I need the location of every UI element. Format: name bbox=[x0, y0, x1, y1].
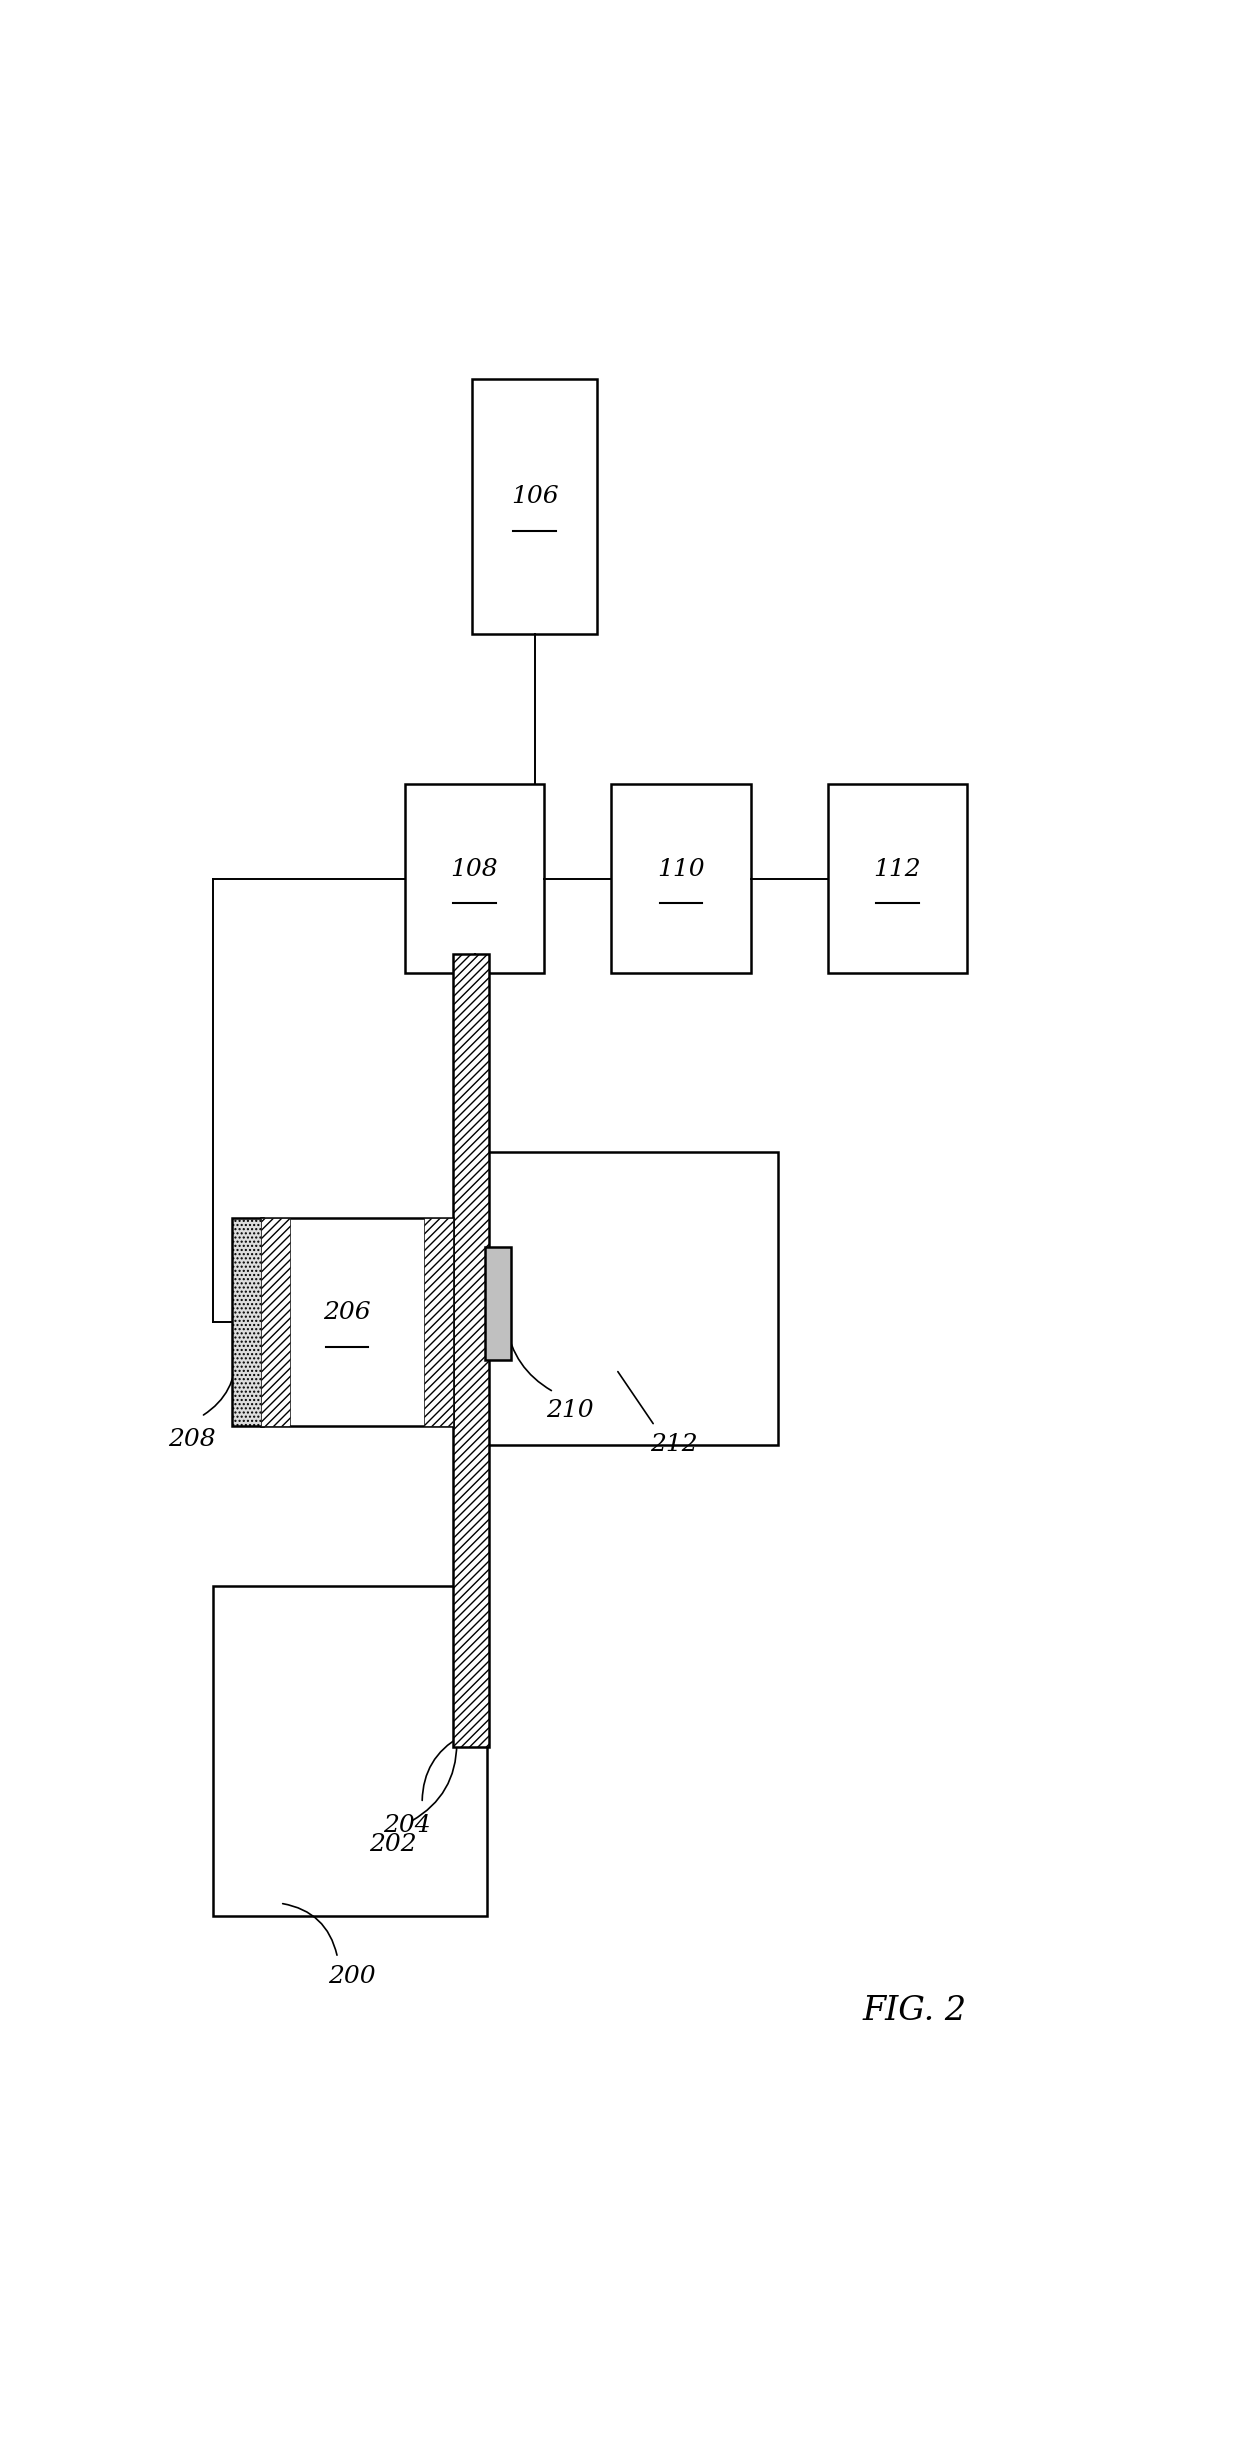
Bar bbox=[260, 1218, 453, 1426]
Bar bbox=[485, 1247, 511, 1360]
Text: 204: 204 bbox=[383, 1815, 430, 1838]
Text: 110: 110 bbox=[657, 858, 706, 882]
Text: 208: 208 bbox=[167, 1428, 216, 1450]
Bar bbox=[404, 784, 544, 973]
Text: FIG. 2: FIG. 2 bbox=[862, 1994, 966, 2026]
Bar bbox=[232, 1218, 263, 1426]
Bar bbox=[424, 1218, 453, 1426]
Bar bbox=[213, 1585, 486, 1916]
Bar bbox=[260, 1218, 289, 1426]
Text: 112: 112 bbox=[873, 858, 921, 882]
Text: 106: 106 bbox=[511, 485, 558, 507]
Text: 108: 108 bbox=[450, 858, 498, 882]
Text: 206: 206 bbox=[324, 1301, 371, 1323]
Text: 202: 202 bbox=[370, 1833, 417, 1857]
Bar bbox=[828, 784, 967, 973]
Text: 200: 200 bbox=[329, 1965, 376, 1989]
Text: 212: 212 bbox=[650, 1433, 698, 1455]
Bar bbox=[611, 784, 750, 973]
Bar bbox=[453, 956, 490, 1747]
Bar bbox=[472, 380, 596, 635]
Bar bbox=[480, 1152, 777, 1446]
Text: 210: 210 bbox=[547, 1399, 594, 1423]
